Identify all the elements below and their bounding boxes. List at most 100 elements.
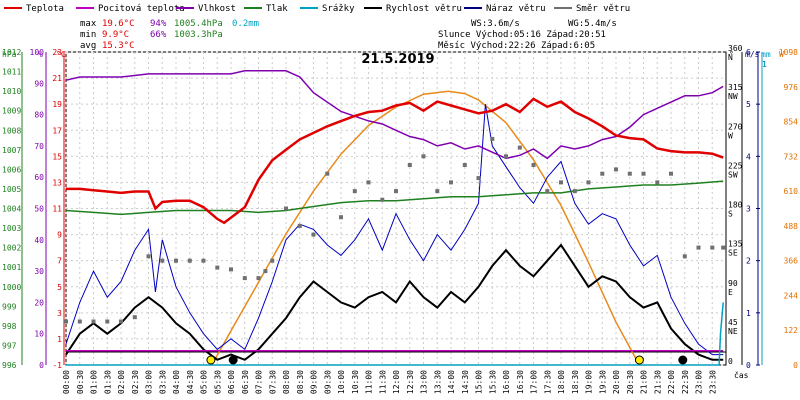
stat-min-hum: 66% <box>150 30 167 40</box>
wind-dir-point <box>517 145 522 150</box>
tick-ms: 0 <box>746 361 751 370</box>
tick-pct: 80 <box>34 111 44 120</box>
tick-temp: 21 <box>52 74 62 83</box>
tick-ms: 6 <box>746 48 751 57</box>
tick-wm2: 976 <box>784 83 799 92</box>
wind-dir-point <box>696 245 701 250</box>
tick-time: 10:30 <box>351 370 360 394</box>
tick-dir-letter: W <box>728 131 733 140</box>
tick-hpa: 1003 <box>2 224 21 233</box>
tick-time: 14:30 <box>461 370 470 394</box>
tick-time: 06:00 <box>227 370 236 394</box>
stat-max-hum: 94% <box>150 19 167 29</box>
tick-time: 00:00 <box>62 370 71 394</box>
chart-title: 21.5.2019 <box>361 52 434 67</box>
wind-dir-point <box>215 265 220 270</box>
tick-hpa: 1002 <box>2 244 21 253</box>
tick-hpa: 997 <box>2 341 17 350</box>
tick-time: 13:30 <box>433 370 442 394</box>
tick-time: 07:30 <box>268 370 277 394</box>
stat-max-temp: 19.6°C <box>102 19 135 29</box>
legend-item-pressure: Tlak <box>244 4 288 14</box>
legend-label-feels: Pocitová teplota <box>98 4 185 14</box>
wind-dir-point <box>721 245 726 250</box>
tick-time: 21:30 <box>653 370 662 394</box>
legend-label-wind-speed: Rychlost větru <box>386 4 462 14</box>
wind-dir-point <box>297 223 302 228</box>
tick-hpa: 1004 <box>2 205 21 214</box>
tick-time: 06:30 <box>241 370 250 394</box>
tick-dir-letter: NE <box>728 327 738 336</box>
stat-max-rain: 0.2mm <box>232 19 259 29</box>
wind-dir-point <box>449 180 453 185</box>
marker-moonrise <box>678 355 688 365</box>
wind-dir-point <box>545 189 550 194</box>
series-layer <box>64 70 726 366</box>
tick-ms: 2 <box>746 257 751 266</box>
wind-dir-point <box>614 167 618 172</box>
legend-label-wind-gust: Náraz větru <box>486 4 546 14</box>
wind-dir-point <box>242 276 247 281</box>
tick-dir-letter: N <box>728 53 733 62</box>
series-pressure <box>65 180 724 216</box>
tick-wm2: 854 <box>784 118 799 127</box>
legend: Teplota Pocitová teplota Vlhkost Tlak Sr… <box>4 4 630 14</box>
marker-sunrise <box>206 355 216 365</box>
tick-dir: 270 <box>728 122 743 131</box>
tick-time: 23:00 <box>695 370 704 394</box>
wind-dir-point <box>435 189 440 194</box>
wind-dir-point <box>311 232 316 237</box>
wind-dir-point <box>394 189 398 194</box>
tick-time: 02:30 <box>131 370 140 394</box>
tick-dir: 0 <box>728 357 733 366</box>
tick-dir: 315 <box>728 83 743 92</box>
tick-temp: -1 <box>52 361 62 370</box>
tick-dir-letter: SW <box>728 170 738 179</box>
wind-dir-point <box>132 315 137 320</box>
tick-temp: 9 <box>57 231 62 240</box>
tick-dir: 180 <box>728 201 743 210</box>
legend-item-feels: Pocitová teplota <box>76 4 185 14</box>
tick-wm2: 488 <box>784 222 799 231</box>
tick-time: 01:00 <box>90 370 99 394</box>
tick-pct: 0 <box>39 361 44 370</box>
tick-dir-letter: SE <box>728 249 738 258</box>
tick-temp: 1 <box>57 335 62 344</box>
tick-time: 19:00 <box>585 370 594 394</box>
wind-dir-point <box>682 254 687 259</box>
tick-dir: 45 <box>728 318 738 327</box>
wind-dir-point <box>490 136 495 141</box>
tick-time: 15:30 <box>488 370 497 394</box>
wind-dir-point <box>270 258 275 263</box>
tick-time: 03:30 <box>158 370 167 394</box>
tick-wm2: 0 <box>793 361 798 370</box>
tick-pct: 40 <box>34 236 44 245</box>
sun-moon-markers <box>206 355 688 365</box>
tick-time: 10:00 <box>337 370 346 394</box>
wind-dir-point <box>504 154 508 159</box>
wind-dir-point <box>77 319 82 324</box>
series-rain <box>66 302 724 366</box>
tick-temp: 11 <box>52 205 62 214</box>
wind-dir-point <box>256 276 261 281</box>
tick-hpa: 996 <box>2 361 17 370</box>
tick-time: 08:00 <box>282 370 291 394</box>
wind-dir-point <box>160 258 165 263</box>
axis-unit-wm2: W <box>779 50 784 59</box>
stat-min-press: 1003.3hPa <box>174 30 223 40</box>
stat-max-label: max <box>80 19 97 29</box>
legend-label-temp: Teplota <box>26 4 64 14</box>
legend-label-rain: Srážky <box>322 4 355 14</box>
tick-dir-letter: E <box>728 288 733 297</box>
tick-pct: 90 <box>34 79 44 88</box>
tick-time: 18:00 <box>557 370 566 394</box>
legend-item-wind-speed: Rychlost větru <box>364 4 462 14</box>
tick-temp: 3 <box>57 309 62 318</box>
tick-time: 20:00 <box>612 370 621 394</box>
wind-dir-point <box>641 171 646 176</box>
wind-dir-point <box>187 258 192 263</box>
axis-unit-hpa: hPa <box>2 50 17 59</box>
tick-wm2: 122 <box>784 326 799 335</box>
tick-pct: 30 <box>34 267 44 276</box>
wind-dir-point <box>105 319 110 324</box>
